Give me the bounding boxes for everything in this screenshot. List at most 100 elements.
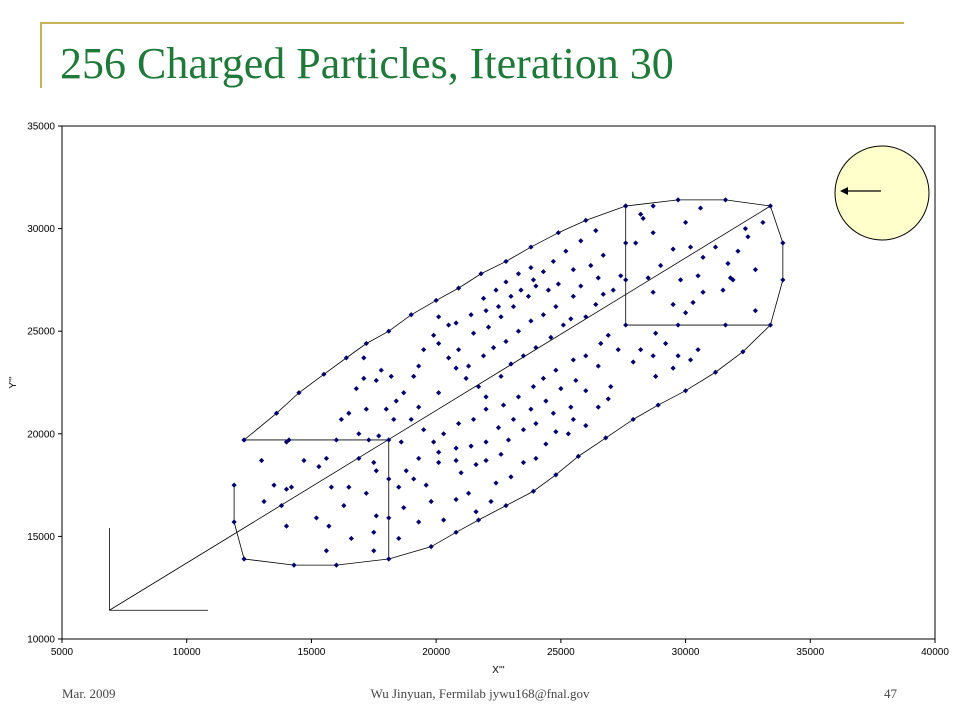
particle-marker: [655, 402, 661, 408]
particle-marker: [595, 275, 601, 281]
inset-arrow-head: [840, 187, 848, 195]
particle-marker: [416, 519, 422, 525]
x-axis-label: X''': [492, 665, 504, 676]
particle-marker: [416, 363, 422, 369]
particle-marker: [495, 425, 502, 431]
particle-marker: [465, 490, 472, 496]
particle-marker: [583, 217, 589, 223]
particle-marker: [396, 484, 402, 490]
x-tick-label: 40000: [921, 647, 949, 658]
particle-marker: [533, 455, 539, 462]
particle-marker: [401, 505, 407, 511]
particle-marker: [346, 484, 352, 490]
particle-marker: [503, 279, 509, 285]
particle-marker: [433, 297, 439, 304]
particle-marker: [598, 340, 604, 347]
particle-marker: [682, 310, 689, 316]
particle-marker: [503, 338, 509, 345]
particle-marker: [508, 293, 514, 299]
particle-marker: [603, 435, 609, 441]
particle-marker: [675, 322, 681, 328]
particle-marker: [478, 271, 484, 277]
particle-marker: [593, 301, 599, 308]
slide-title: 256 Charged Particles, Iteration 30: [60, 39, 674, 88]
particle-marker: [515, 328, 522, 334]
particle-marker: [570, 416, 576, 423]
particle-marker: [498, 314, 504, 320]
particle-marker: [650, 203, 656, 209]
particle-marker: [371, 548, 377, 554]
particle-marker: [595, 404, 601, 410]
particle-marker: [241, 556, 247, 562]
particle-marker: [528, 318, 534, 324]
particle-marker: [475, 517, 482, 523]
particle-marker: [752, 267, 759, 273]
particle-marker: [583, 353, 589, 359]
particle-marker: [341, 503, 347, 509]
particle-marker: [396, 535, 402, 542]
particle-marker: [470, 330, 477, 336]
particle-marker: [468, 443, 474, 449]
particle-marker: [515, 271, 522, 277]
y-tick-label: 10000: [27, 635, 55, 646]
particle-marker: [520, 427, 527, 433]
footer-date: Mar. 2009: [62, 686, 116, 701]
particle-marker: [470, 416, 477, 423]
particle-marker: [495, 303, 502, 310]
particle-marker: [553, 367, 559, 373]
particle-marker: [455, 420, 462, 427]
particle-marker: [623, 277, 629, 283]
particle-marker: [313, 515, 320, 521]
particle-marker: [408, 416, 414, 423]
particle-marker: [363, 406, 369, 412]
particle-marker: [416, 404, 422, 410]
particle-marker: [528, 244, 534, 250]
particle-marker: [493, 480, 499, 486]
particle-marker: [378, 367, 384, 373]
particle-marker: [428, 498, 434, 505]
plot-area-border: [61, 125, 936, 640]
particle-marker: [376, 433, 382, 439]
particle-marker: [316, 464, 322, 470]
guide-segment: [109, 205, 771, 611]
particle-marker: [558, 386, 564, 392]
particle-marker: [663, 340, 669, 347]
particle-marker: [271, 482, 277, 488]
particle-marker: [326, 523, 332, 529]
particle-marker: [540, 375, 546, 381]
particle-marker: [505, 437, 512, 443]
particle-marker: [618, 273, 624, 279]
particle-marker: [578, 283, 584, 289]
particle-marker: [670, 365, 676, 371]
particle-marker: [361, 355, 367, 361]
particle-marker: [356, 431, 362, 437]
particle-marker: [346, 410, 352, 416]
x-tick-label: 15000: [298, 647, 326, 658]
particle-marker: [550, 410, 556, 416]
particle-marker: [436, 459, 442, 466]
particle-marker: [553, 303, 559, 310]
particle-marker: [498, 373, 504, 379]
particle-marker: [453, 365, 459, 371]
particle-marker: [436, 390, 442, 396]
particle-marker: [401, 390, 407, 396]
particle-marker: [735, 248, 741, 254]
particle-marker: [695, 347, 701, 353]
x-tick-label: 10000: [173, 647, 201, 658]
particle-marker: [291, 562, 297, 568]
inset-circle: [834, 145, 930, 241]
particle-marker: [742, 226, 749, 232]
y-tick-label: 30000: [27, 224, 55, 235]
particle-marker: [540, 269, 546, 275]
particle-marker: [555, 281, 561, 287]
particle-marker: [446, 322, 452, 328]
particle-marker: [588, 262, 594, 269]
x-tick-label: 30000: [672, 647, 700, 658]
particle-marker: [333, 562, 339, 568]
y-tick-label: 25000: [27, 327, 55, 338]
particle-marker: [520, 353, 527, 359]
particle-marker: [570, 357, 576, 363]
particle-marker: [366, 437, 372, 443]
particle-marker: [411, 373, 417, 379]
particle-marker: [583, 422, 589, 429]
